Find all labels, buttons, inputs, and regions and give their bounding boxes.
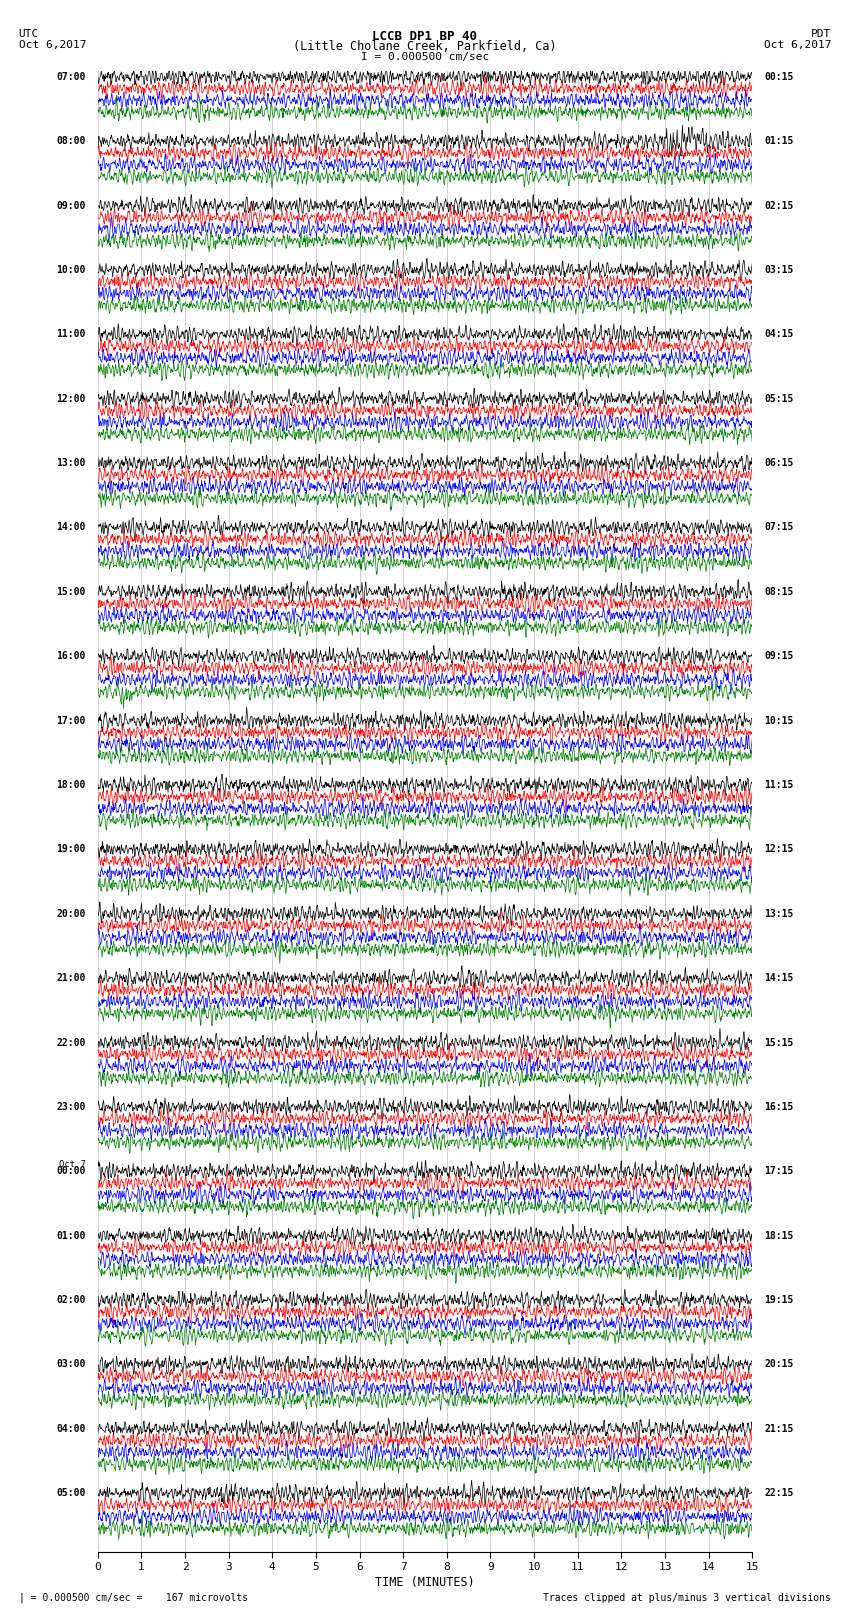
Text: 17:00: 17:00 xyxy=(56,716,86,726)
Text: Oct 6,2017: Oct 6,2017 xyxy=(764,39,831,50)
Text: 14:15: 14:15 xyxy=(764,973,794,984)
Text: Traces clipped at plus/minus 3 vertical divisions: Traces clipped at plus/minus 3 vertical … xyxy=(543,1594,831,1603)
Text: 20:00: 20:00 xyxy=(56,908,86,919)
Text: 14:00: 14:00 xyxy=(56,523,86,532)
Text: 19:15: 19:15 xyxy=(764,1295,794,1305)
Text: 07:00: 07:00 xyxy=(56,73,86,82)
Text: 12:00: 12:00 xyxy=(56,394,86,403)
Text: 11:15: 11:15 xyxy=(764,781,794,790)
Text: 21:00: 21:00 xyxy=(56,973,86,984)
Text: 00:00: 00:00 xyxy=(56,1166,86,1176)
Text: 18:15: 18:15 xyxy=(764,1231,794,1240)
Text: Oct 6,2017: Oct 6,2017 xyxy=(19,39,86,50)
Text: 01:00: 01:00 xyxy=(56,1231,86,1240)
Text: 02:15: 02:15 xyxy=(764,200,794,211)
Text: 06:15: 06:15 xyxy=(764,458,794,468)
Text: 10:00: 10:00 xyxy=(56,265,86,274)
Text: 02:00: 02:00 xyxy=(56,1295,86,1305)
Text: 15:15: 15:15 xyxy=(764,1037,794,1047)
Text: UTC: UTC xyxy=(19,29,39,39)
Text: 03:15: 03:15 xyxy=(764,265,794,274)
Text: 16:00: 16:00 xyxy=(56,652,86,661)
Text: 08:00: 08:00 xyxy=(56,135,86,147)
Text: 13:00: 13:00 xyxy=(56,458,86,468)
Text: PDT: PDT xyxy=(811,29,831,39)
Text: 07:15: 07:15 xyxy=(764,523,794,532)
Text: 21:15: 21:15 xyxy=(764,1424,794,1434)
Text: LCCB DP1 BP 40: LCCB DP1 BP 40 xyxy=(372,31,478,44)
Text: 05:00: 05:00 xyxy=(56,1489,86,1498)
Text: Oct 7: Oct 7 xyxy=(59,1160,86,1169)
Text: 15:00: 15:00 xyxy=(56,587,86,597)
Text: 01:15: 01:15 xyxy=(764,135,794,147)
Text: 03:00: 03:00 xyxy=(56,1360,86,1369)
Text: 18:00: 18:00 xyxy=(56,781,86,790)
Text: 09:15: 09:15 xyxy=(764,652,794,661)
Text: (Little Cholane Creek, Parkfield, Ca): (Little Cholane Creek, Parkfield, Ca) xyxy=(293,40,557,53)
Text: 00:15: 00:15 xyxy=(764,73,794,82)
Text: 22:15: 22:15 xyxy=(764,1489,794,1498)
Text: 11:00: 11:00 xyxy=(56,329,86,339)
Text: 20:15: 20:15 xyxy=(764,1360,794,1369)
X-axis label: TIME (MINUTES): TIME (MINUTES) xyxy=(375,1576,475,1589)
Text: 04:15: 04:15 xyxy=(764,329,794,339)
Text: 16:15: 16:15 xyxy=(764,1102,794,1111)
Text: 23:00: 23:00 xyxy=(56,1102,86,1111)
Text: 10:15: 10:15 xyxy=(764,716,794,726)
Text: 17:15: 17:15 xyxy=(764,1166,794,1176)
Text: 09:00: 09:00 xyxy=(56,200,86,211)
Text: I = 0.000500 cm/sec: I = 0.000500 cm/sec xyxy=(361,52,489,61)
Text: 22:00: 22:00 xyxy=(56,1037,86,1047)
Text: | = 0.000500 cm/sec =    167 microvolts: | = 0.000500 cm/sec = 167 microvolts xyxy=(19,1592,248,1603)
Text: 13:15: 13:15 xyxy=(764,908,794,919)
Text: 04:00: 04:00 xyxy=(56,1424,86,1434)
Text: 08:15: 08:15 xyxy=(764,587,794,597)
Text: 19:00: 19:00 xyxy=(56,844,86,855)
Text: 12:15: 12:15 xyxy=(764,844,794,855)
Text: 05:15: 05:15 xyxy=(764,394,794,403)
